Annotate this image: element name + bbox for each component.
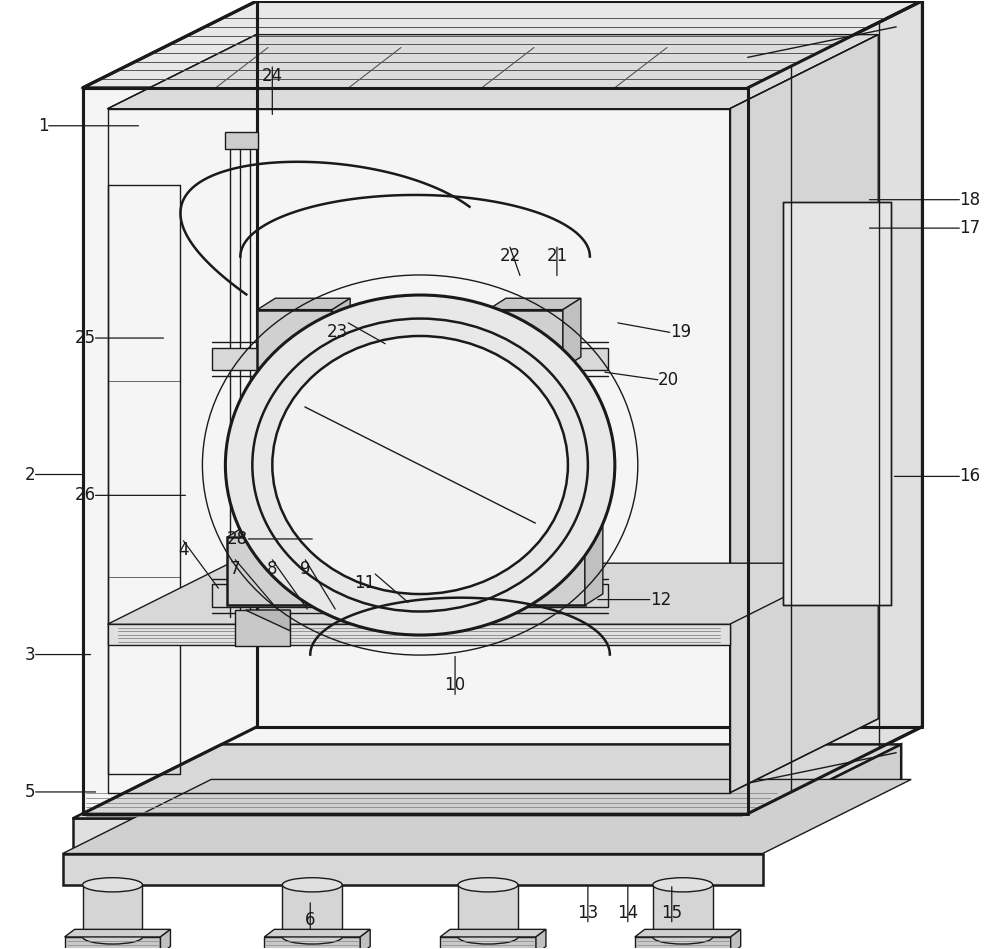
Text: 16: 16 (959, 468, 980, 485)
Polygon shape (500, 526, 603, 537)
Text: 14: 14 (617, 903, 638, 921)
Ellipse shape (458, 930, 518, 944)
Polygon shape (635, 937, 731, 949)
Polygon shape (257, 309, 332, 368)
Polygon shape (783, 201, 891, 605)
Polygon shape (500, 537, 585, 605)
Ellipse shape (653, 930, 713, 944)
Polygon shape (73, 818, 753, 853)
Polygon shape (212, 347, 608, 370)
Polygon shape (235, 610, 290, 646)
Ellipse shape (532, 554, 572, 581)
Polygon shape (108, 563, 852, 624)
Polygon shape (753, 744, 901, 853)
Polygon shape (227, 537, 312, 605)
Polygon shape (563, 298, 581, 368)
Text: 28: 28 (227, 530, 248, 548)
Text: 23: 23 (327, 323, 348, 341)
Text: 21: 21 (546, 247, 568, 265)
Polygon shape (63, 853, 763, 884)
Polygon shape (748, 1, 922, 813)
Text: 15: 15 (661, 903, 682, 921)
Polygon shape (653, 884, 713, 937)
Polygon shape (108, 34, 878, 109)
Polygon shape (488, 298, 581, 309)
Polygon shape (585, 526, 603, 605)
Ellipse shape (272, 336, 568, 594)
Text: 3: 3 (25, 645, 36, 663)
Polygon shape (264, 929, 370, 937)
Polygon shape (65, 937, 160, 949)
Text: 10: 10 (444, 677, 466, 695)
Polygon shape (65, 929, 170, 937)
Ellipse shape (83, 930, 142, 944)
Text: 13: 13 (577, 903, 599, 921)
Ellipse shape (282, 878, 342, 892)
Polygon shape (730, 34, 878, 793)
Polygon shape (245, 610, 290, 631)
Ellipse shape (458, 878, 518, 892)
Polygon shape (225, 133, 258, 150)
Polygon shape (360, 929, 370, 949)
Text: 6: 6 (305, 911, 316, 929)
Ellipse shape (282, 930, 342, 944)
Text: 5: 5 (25, 783, 36, 801)
Polygon shape (83, 88, 748, 813)
Text: 9: 9 (300, 560, 311, 578)
Text: 18: 18 (959, 191, 980, 209)
Polygon shape (488, 309, 563, 368)
Polygon shape (282, 884, 342, 937)
Polygon shape (160, 929, 170, 949)
Polygon shape (83, 1, 922, 88)
Text: 20: 20 (658, 371, 679, 389)
Polygon shape (108, 624, 730, 645)
Polygon shape (73, 744, 901, 818)
Text: 2: 2 (25, 466, 36, 483)
Text: 17: 17 (959, 219, 980, 237)
Polygon shape (332, 298, 350, 368)
Polygon shape (312, 526, 330, 605)
Ellipse shape (653, 878, 713, 892)
Text: 4: 4 (178, 541, 189, 559)
Text: 25: 25 (74, 329, 96, 347)
Polygon shape (257, 298, 350, 309)
Polygon shape (264, 937, 360, 949)
Polygon shape (440, 937, 536, 949)
Text: 8: 8 (267, 560, 278, 578)
Text: 7: 7 (230, 560, 241, 578)
Text: 26: 26 (74, 486, 96, 504)
Polygon shape (63, 779, 911, 853)
Polygon shape (731, 929, 741, 949)
Ellipse shape (225, 295, 615, 635)
Polygon shape (458, 884, 518, 937)
Polygon shape (83, 884, 142, 937)
Text: 22: 22 (499, 247, 521, 265)
Text: 11: 11 (354, 574, 375, 592)
Text: 19: 19 (670, 324, 691, 342)
Text: 1: 1 (38, 117, 49, 135)
Text: 12: 12 (650, 590, 671, 608)
Polygon shape (440, 929, 546, 937)
Polygon shape (212, 585, 608, 607)
Polygon shape (536, 929, 546, 949)
Polygon shape (635, 929, 741, 937)
Polygon shape (227, 526, 330, 537)
Ellipse shape (83, 878, 142, 892)
Text: 24: 24 (262, 67, 283, 85)
Ellipse shape (265, 329, 575, 601)
